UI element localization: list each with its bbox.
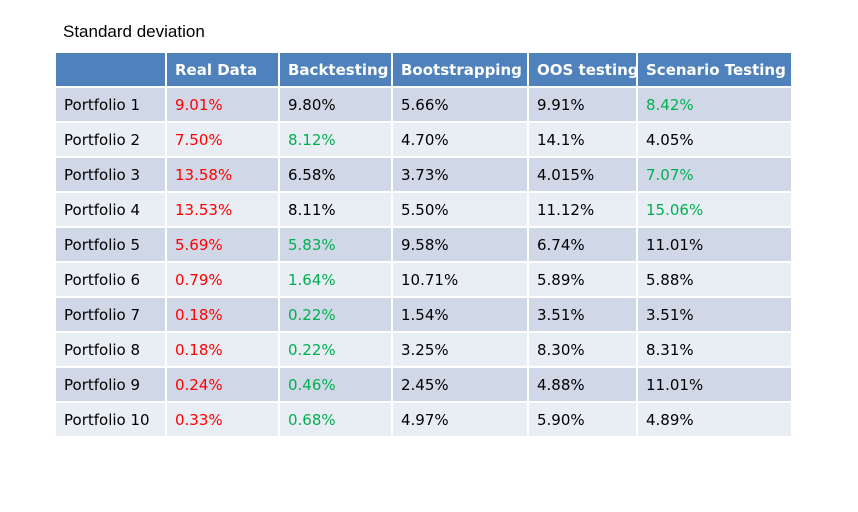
data-cell: 5.50%: [391, 191, 529, 228]
data-cell: 4.70%: [391, 121, 529, 158]
header-row: Real Data Backtesting Bootstrapping OOS tes…: [54, 51, 793, 88]
data-cell: 2.45%: [391, 366, 529, 403]
row-label: Portfolio 1: [54, 86, 167, 123]
data-cell: 1.64%: [278, 261, 393, 298]
column-header: OOS testing: [527, 51, 638, 88]
data-cell: 8.42%: [636, 86, 793, 123]
data-cell: 4.89%: [636, 401, 793, 438]
data-cell: 15.06%: [636, 191, 793, 228]
data-cell: 4.05%: [636, 121, 793, 158]
data-cell: 13.53%: [165, 191, 280, 228]
table-row: Portfolio 8 0.18% 0.22% 3.25% 8.30% 8.31%: [54, 331, 793, 368]
data-cell: 5.88%: [636, 261, 793, 298]
data-cell: 3.51%: [527, 296, 638, 333]
table-row: Portfolio 5 5.69% 5.83% 9.58% 6.74% 11.01%: [54, 226, 793, 263]
table-row: Portfolio 6 0.79% 1.64% 10.71% 5.89% 5.88%: [54, 261, 793, 298]
data-cell: 11.01%: [636, 366, 793, 403]
table-body: Portfolio 1 9.01% 9.80% 5.66% 9.91% 8.42% Port…: [54, 86, 793, 438]
data-cell: 3.25%: [391, 331, 529, 368]
data-cell: 11.01%: [636, 226, 793, 263]
row-label: Portfolio 3: [54, 156, 167, 193]
data-cell: 3.73%: [391, 156, 529, 193]
data-cell: 8.30%: [527, 331, 638, 368]
data-cell: 0.33%: [165, 401, 280, 438]
data-cell: 5.66%: [391, 86, 529, 123]
data-cell: 8.31%: [636, 331, 793, 368]
data-cell: 6.58%: [278, 156, 393, 193]
column-header: Scenario Testing: [636, 51, 793, 88]
data-cell: 7.50%: [165, 121, 280, 158]
std-deviation-table: Real Data Backtesting Bootstrapping OOS tes…: [54, 51, 793, 438]
data-cell: 0.24%: [165, 366, 280, 403]
data-cell: 10.71%: [391, 261, 529, 298]
table-row: Portfolio 10 0.33% 0.68% 4.97% 5.90% 4.89%: [54, 401, 793, 438]
table-row: Portfolio 4 13.53% 8.11% 5.50% 11.12% 15.06%: [54, 191, 793, 228]
row-label: Portfolio 4: [54, 191, 167, 228]
data-cell: 14.1%: [527, 121, 638, 158]
data-cell: 6.74%: [527, 226, 638, 263]
data-cell: 9.01%: [165, 86, 280, 123]
data-cell: 4.97%: [391, 401, 529, 438]
data-cell: 13.58%: [165, 156, 280, 193]
table-row: Portfolio 3 13.58% 6.58% 3.73% 4.015% 7.07%: [54, 156, 793, 193]
data-cell: 0.79%: [165, 261, 280, 298]
data-cell: 11.12%: [527, 191, 638, 228]
row-label: Portfolio 9: [54, 366, 167, 403]
table-row: Portfolio 9 0.24% 0.46% 2.45% 4.88% 11.01%: [54, 366, 793, 403]
data-cell: 9.58%: [391, 226, 529, 263]
data-cell: 8.12%: [278, 121, 393, 158]
column-header: Backtesting: [278, 51, 393, 88]
data-cell: 0.18%: [165, 331, 280, 368]
data-cell: 1.54%: [391, 296, 529, 333]
table-row: Portfolio 1 9.01% 9.80% 5.66% 9.91% 8.42%: [54, 86, 793, 123]
table-row: Portfolio 7 0.18% 0.22% 1.54% 3.51% 3.51%: [54, 296, 793, 333]
data-cell: 8.11%: [278, 191, 393, 228]
data-cell: 5.69%: [165, 226, 280, 263]
row-label: Portfolio 10: [54, 401, 167, 438]
data-cell: 5.83%: [278, 226, 393, 263]
data-cell: 9.91%: [527, 86, 638, 123]
row-label: Portfolio 8: [54, 331, 167, 368]
data-cell: 4.015%: [527, 156, 638, 193]
data-cell: 4.88%: [527, 366, 638, 403]
data-cell: 0.68%: [278, 401, 393, 438]
data-cell: 9.80%: [278, 86, 393, 123]
header-cell-corner: [54, 51, 167, 88]
row-label: Portfolio 7: [54, 296, 167, 333]
row-label: Portfolio 5: [54, 226, 167, 263]
data-cell: 5.90%: [527, 401, 638, 438]
data-cell: 0.18%: [165, 296, 280, 333]
data-cell: 3.51%: [636, 296, 793, 333]
data-cell: 0.46%: [278, 366, 393, 403]
data-cell: 0.22%: [278, 331, 393, 368]
data-cell: 7.07%: [636, 156, 793, 193]
table-row: Portfolio 2 7.50% 8.12% 4.70% 14.1% 4.05%: [54, 121, 793, 158]
row-label: Portfolio 2: [54, 121, 167, 158]
data-cell: 0.22%: [278, 296, 393, 333]
row-label: Portfolio 6: [54, 261, 167, 298]
column-header: Bootstrapping: [391, 51, 529, 88]
data-cell: 5.89%: [527, 261, 638, 298]
column-header: Real Data: [165, 51, 280, 88]
table-title: Standard deviation: [63, 22, 205, 41]
